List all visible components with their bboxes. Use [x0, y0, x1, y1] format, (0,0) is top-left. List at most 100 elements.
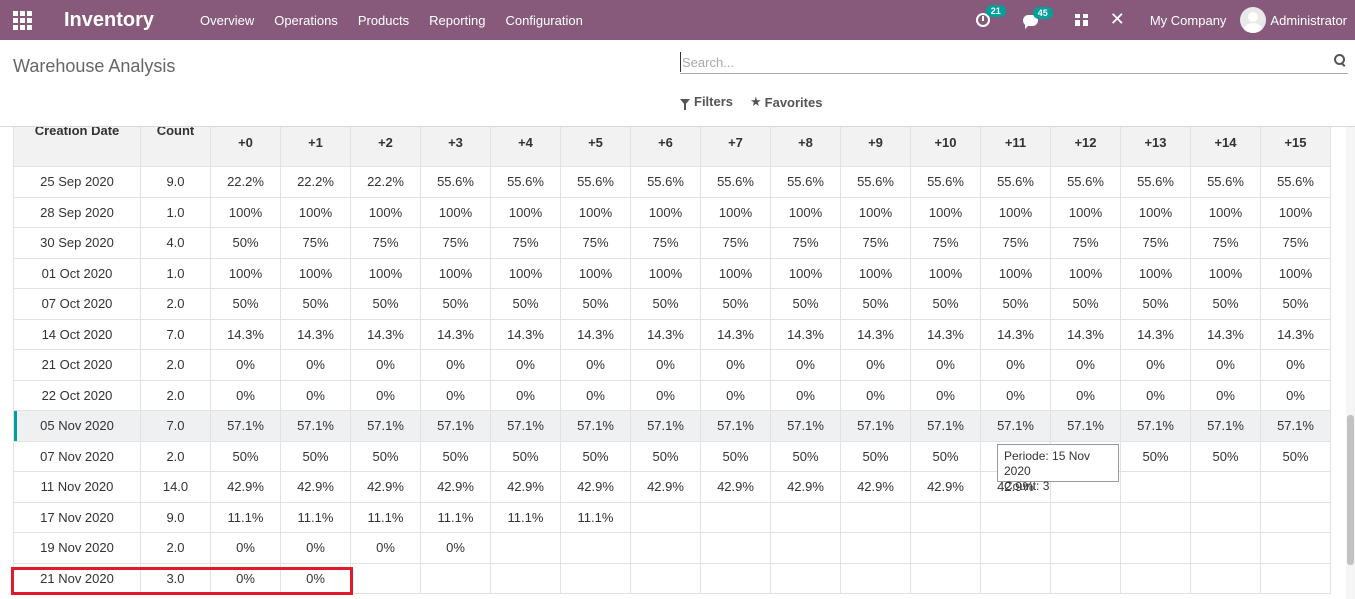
header-creation-date[interactable]: Creation Date	[13, 127, 141, 167]
vertical-scrollbar[interactable]	[1346, 127, 1355, 599]
cohort-cell[interactable]: 100%	[1260, 257, 1331, 289]
cohort-cell[interactable]: 0%	[770, 379, 841, 411]
cohort-cell[interactable]: 14.3%	[630, 318, 701, 350]
row-count[interactable]: 4.0	[140, 227, 211, 259]
cohort-cell[interactable]: 14.3%	[420, 318, 491, 350]
cohort-cell[interactable]: 50%	[350, 440, 421, 472]
cohort-cell[interactable]: 0%	[420, 532, 491, 564]
cohort-cell[interactable]: 100%	[910, 196, 981, 228]
cohort-cell[interactable]: 57.1%	[1050, 410, 1121, 442]
cohort-cell[interactable]: 50%	[1260, 440, 1331, 472]
cohort-cell[interactable]: 55.6%	[560, 166, 631, 198]
cohort-cell[interactable]: 75%	[1050, 227, 1121, 259]
row-date[interactable]: 22 Oct 2020	[13, 379, 141, 411]
cohort-cell[interactable]: 100%	[630, 196, 701, 228]
cohort-cell[interactable]: 55.6%	[910, 166, 981, 198]
cohort-cell[interactable]: 50%	[840, 288, 911, 320]
cohort-cell[interactable]: 57.1%	[560, 410, 631, 442]
cohort-cell[interactable]: 100%	[350, 257, 421, 289]
cohort-cell[interactable]: 0%	[350, 349, 421, 381]
cohort-cell[interactable]: 11.1%	[560, 501, 631, 533]
cohort-cell[interactable]: 42.9%	[910, 471, 981, 503]
cohort-cell[interactable]: 14.3%	[1050, 318, 1121, 350]
cohort-cell[interactable]: 0%	[630, 349, 701, 381]
cohort-cell[interactable]: 100%	[700, 257, 771, 289]
gift-button[interactable]	[1074, 14, 1088, 26]
cohort-cell[interactable]: 50%	[910, 440, 981, 472]
cohort-cell[interactable]: 50%	[490, 440, 561, 472]
cohort-cell[interactable]: 100%	[980, 257, 1051, 289]
cohort-cell[interactable]: 0%	[840, 379, 911, 411]
cohort-cell[interactable]: 0%	[420, 379, 491, 411]
cohort-cell[interactable]: 50%	[280, 288, 351, 320]
cohort-cell[interactable]: 42.9%	[350, 471, 421, 503]
cohort-cell[interactable]: 0%	[280, 532, 351, 564]
cohort-cell[interactable]: 50%	[910, 288, 981, 320]
row-count[interactable]: 9.0	[140, 501, 211, 533]
cohort-cell[interactable]: 0%	[350, 532, 421, 564]
row-date[interactable]: 14 Oct 2020	[13, 318, 141, 350]
header-count[interactable]: Count	[140, 127, 211, 167]
table-row[interactable]: 11 Nov 2020 14.0 42.9% 42.9% 42.9% 42.9% 42.9%…	[13, 471, 1331, 503]
cohort-cell[interactable]: 11.1%	[280, 501, 351, 533]
row-date[interactable]: 30 Sep 2020	[13, 227, 141, 259]
cohort-cell[interactable]: 75%	[490, 227, 561, 259]
row-count[interactable]: 9.0	[140, 166, 211, 198]
cohort-cell[interactable]: 100%	[1050, 257, 1121, 289]
cohort-cell[interactable]: 0%	[560, 349, 631, 381]
cohort-cell[interactable]: 50%	[770, 440, 841, 472]
cohort-cell[interactable]: 55.6%	[980, 166, 1051, 198]
cohort-cell[interactable]: 0%	[280, 379, 351, 411]
row-count[interactable]: 2.0	[140, 532, 211, 564]
cohort-cell[interactable]: 50%	[1120, 440, 1191, 472]
cohort-cell[interactable]: 22.2%	[350, 166, 421, 198]
cohort-cell[interactable]: 0%	[280, 349, 351, 381]
cohort-cell[interactable]: 50%	[210, 288, 281, 320]
cohort-cell[interactable]: 0%	[980, 349, 1051, 381]
cohort-cell[interactable]: 50%	[840, 440, 911, 472]
cohort-cell[interactable]: 14.3%	[280, 318, 351, 350]
cohort-cell[interactable]: 75%	[1190, 227, 1261, 259]
table-row[interactable]: 21 Nov 2020 3.0 0% 0%	[13, 562, 1331, 594]
company-switcher[interactable]: My Company	[1149, 12, 1227, 28]
cohort-cell[interactable]: 0%	[700, 349, 771, 381]
cohort-cell[interactable]: 50%	[630, 288, 701, 320]
cohort-cell[interactable]: 50%	[350, 288, 421, 320]
cohort-cell[interactable]: 75%	[1260, 227, 1331, 259]
cohort-cell[interactable]: 0%	[840, 349, 911, 381]
cohort-cell[interactable]: 100%	[1050, 196, 1121, 228]
cohort-cell[interactable]: 50%	[560, 288, 631, 320]
cohort-cell[interactable]: 0%	[980, 379, 1051, 411]
table-row[interactable]: 28 Sep 2020 1.0 100% 100% 100% 100% 100% 100% 10…	[13, 196, 1331, 228]
cohort-cell[interactable]: 50%	[1120, 288, 1191, 320]
row-date[interactable]: 25 Sep 2020	[13, 166, 141, 198]
cohort-cell[interactable]: 50%	[1190, 440, 1261, 472]
cohort-cell[interactable]: 57.1%	[910, 410, 981, 442]
cohort-cell[interactable]: 11.1%	[350, 501, 421, 533]
cohort-cell[interactable]: 57.1%	[1120, 410, 1191, 442]
cohort-cell[interactable]: 0%	[210, 349, 281, 381]
cohort-cell[interactable]: 0%	[350, 379, 421, 411]
cohort-cell[interactable]: 0%	[700, 379, 771, 411]
search-icon[interactable]	[1334, 54, 1346, 66]
cohort-cell[interactable]: 57.1%	[630, 410, 701, 442]
table-row[interactable]: 25 Sep 2020 9.0 22.2% 22.2% 22.2% 55.6% 55.6% 5…	[13, 166, 1331, 198]
row-date[interactable]: 21 Oct 2020	[13, 349, 141, 381]
cohort-cell[interactable]: 100%	[1190, 196, 1261, 228]
cohort-cell[interactable]: 55.6%	[840, 166, 911, 198]
cohort-cell[interactable]: 57.1%	[1260, 410, 1331, 442]
cohort-cell[interactable]: 55.6%	[490, 166, 561, 198]
cohort-cell[interactable]: 14.3%	[350, 318, 421, 350]
cohort-cell[interactable]: 100%	[1190, 257, 1261, 289]
row-date[interactable]: 19 Nov 2020	[13, 532, 141, 564]
cohort-cell[interactable]: 100%	[210, 257, 281, 289]
cohort-cell[interactable]: 42.9%	[630, 471, 701, 503]
cohort-cell[interactable]: 100%	[210, 196, 281, 228]
cohort-cell[interactable]: 57.1%	[770, 410, 841, 442]
cohort-cell[interactable]: 42.9%	[700, 471, 771, 503]
table-row[interactable]: 19 Nov 2020 2.0 0% 0% 0% 0%	[13, 532, 1331, 564]
row-date[interactable]: 11 Nov 2020	[13, 471, 141, 503]
table-row[interactable]: 30 Sep 2020 4.0 50% 75% 75% 75% 75% 75% 75% 75% 75…	[13, 227, 1331, 259]
cohort-cell[interactable]: 0%	[210, 532, 281, 564]
cohort-cell[interactable]: 100%	[1120, 257, 1191, 289]
